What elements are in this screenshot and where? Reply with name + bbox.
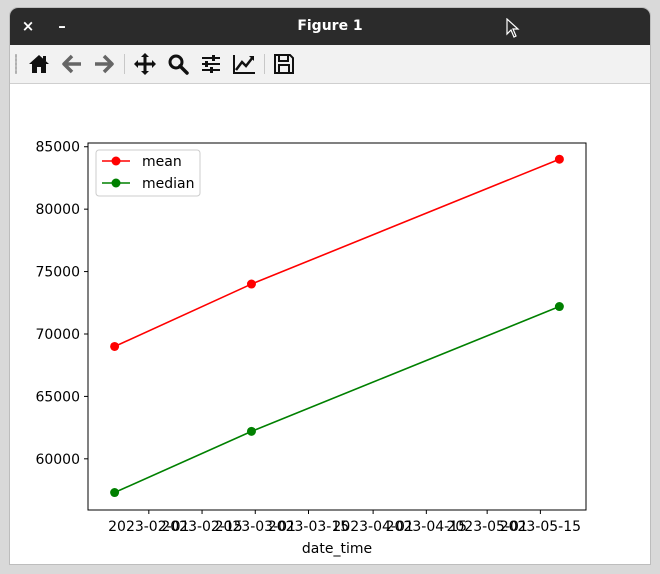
x-tick-label: 2023-04-01 — [332, 519, 413, 535]
y-tick-label: 70000 — [35, 327, 80, 343]
data-point-median — [110, 488, 120, 498]
y-tick-label: 75000 — [35, 265, 80, 281]
pan-icon — [134, 53, 156, 75]
y-tick-label: 60000 — [35, 452, 80, 468]
save-button[interactable] — [271, 51, 297, 77]
line-chart: 60000 65000 70000 75000 80000 85000 2023-02-0… — [35, 140, 587, 557]
data-point-mean — [246, 279, 256, 289]
pan-button[interactable] — [132, 51, 158, 77]
save-icon — [274, 54, 294, 74]
series-line-median — [114, 305, 560, 494]
mouse-cursor-icon — [506, 18, 520, 38]
data-point-mean — [110, 341, 120, 351]
x-tick-label: 2023-05-15 — [500, 519, 581, 535]
toolbar-separator — [264, 54, 265, 74]
x-tick-label: 2023-03-15 — [268, 519, 349, 535]
home-icon — [29, 55, 49, 73]
legend[interactable]: mean median — [95, 149, 201, 197]
data-point-median — [246, 426, 256, 436]
edit-axes-button[interactable] — [231, 51, 257, 77]
y-tick-label: 80000 — [35, 202, 80, 218]
data-point-mean — [554, 154, 564, 164]
title-bar: × – Figure 1 — [10, 8, 650, 45]
back-button[interactable] — [59, 51, 85, 77]
back-arrow-icon — [62, 54, 81, 74]
zoom-icon — [168, 54, 189, 75]
figure-window: × – Figure 1 — [10, 8, 650, 564]
y-tick-label: 85000 — [35, 140, 80, 156]
x-tick-label: 2023-05-01 — [446, 519, 527, 535]
minimize-button[interactable]: – — [58, 17, 66, 35]
home-button[interactable] — [26, 51, 52, 77]
toolbar-grip[interactable] — [15, 54, 17, 74]
x-axis-ticks: 2023-02-012023-02-152023-03-012023-03-15… — [108, 510, 581, 535]
legend-label-median: median — [142, 176, 194, 192]
figure-canvas[interactable]: 60000 65000 70000 75000 80000 85000 2023-02-0… — [10, 84, 650, 564]
x-tick-label: 2023-03-01 — [215, 519, 296, 535]
y-axis-ticks: 60000 65000 70000 75000 80000 85000 — [35, 140, 88, 468]
legend-marker-mean — [111, 156, 121, 166]
configure-subplots-icon — [202, 55, 220, 73]
legend-label-mean: mean — [142, 154, 182, 170]
data-point-median — [554, 302, 564, 312]
x-tick-label: 2023-04-15 — [386, 519, 467, 535]
configure-subplots-button[interactable] — [198, 51, 224, 77]
navigation-toolbar — [10, 45, 650, 84]
x-tick-label: 2023-02-01 — [108, 519, 189, 535]
toolbar-separator — [124, 54, 125, 74]
edit-axes-icon — [233, 55, 255, 74]
plot-series — [110, 154, 564, 498]
zoom-button[interactable] — [165, 51, 191, 77]
close-button[interactable]: × — [21, 17, 35, 35]
forward-arrow-icon — [95, 54, 114, 74]
x-axis-label: date_time — [302, 541, 372, 557]
window-title: Figure 1 — [297, 18, 363, 34]
forward-button[interactable] — [91, 51, 117, 77]
y-tick-label: 65000 — [35, 389, 80, 405]
legend-marker-median — [111, 178, 121, 188]
x-tick-label: 2023-02-15 — [161, 519, 242, 535]
axes-frame — [87, 142, 587, 511]
